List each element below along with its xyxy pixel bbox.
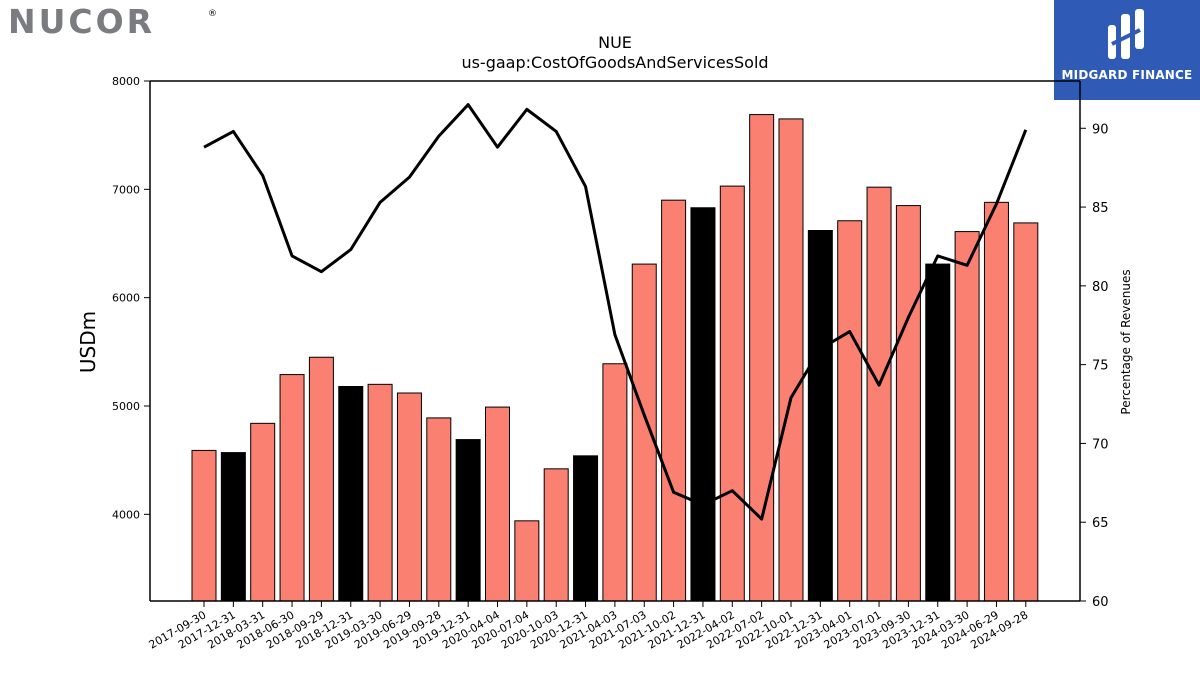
bar [573, 455, 599, 602]
nucor-logo-text: NUCOR [8, 4, 155, 38]
nucor-logo-mark: NUCOR ® [8, 2, 217, 41]
bar [455, 439, 481, 602]
midgard-finance-logo: MIDGARD FINANCE [1054, 0, 1200, 100]
y-tick-label: 6000 [112, 292, 140, 305]
midgard-emblem-icon [1108, 9, 1144, 59]
bar [807, 230, 833, 602]
bar [837, 220, 863, 602]
y2-tick-label: 65 [1092, 516, 1109, 531]
bar [367, 383, 393, 602]
y2-tick-label: 75 [1092, 359, 1109, 374]
bar-series [191, 114, 1039, 602]
bar [866, 186, 892, 602]
bar [426, 417, 452, 602]
y-tick-label: 8000 [112, 75, 140, 88]
y-tick-label: 4000 [112, 508, 140, 521]
y2-tick-label: 90 [1092, 122, 1109, 137]
y-tick-label: 7000 [112, 183, 140, 196]
y2-tick-label: 85 [1092, 201, 1109, 216]
bar [719, 185, 745, 602]
bar [778, 118, 804, 602]
nucor-logo: NUCOR ® [6, 2, 217, 41]
bar [954, 231, 980, 602]
midgard-brand-text: MIDGARD FINANCE [1061, 68, 1193, 82]
y2-tick-label: 60 [1092, 595, 1109, 610]
y-axis-label: USDm [76, 311, 100, 373]
bar [1013, 222, 1039, 602]
chart-subtitle: us-gaap:CostOfGoodsAndServicesSold [461, 53, 768, 72]
line-series [203, 103, 1028, 521]
bar [895, 205, 921, 602]
bar [396, 392, 422, 602]
bar [220, 452, 246, 602]
bar [485, 406, 510, 602]
y2-tick-label: 80 [1092, 280, 1109, 295]
bar [279, 374, 305, 602]
bar [338, 386, 364, 602]
bar [631, 263, 657, 602]
nucor-registered-mark: ® [208, 9, 216, 19]
bar [661, 199, 687, 602]
percentage-line [203, 103, 1028, 521]
y-tick-label: 5000 [112, 400, 140, 413]
bar [308, 356, 334, 602]
y2-tick-label: 70 [1092, 437, 1109, 452]
bar [925, 263, 951, 602]
bar [514, 520, 540, 602]
bar [543, 468, 569, 602]
bar [690, 207, 716, 602]
bar [602, 363, 628, 602]
chart-title: NUE [598, 33, 632, 52]
bar [191, 449, 217, 602]
bar [983, 201, 1009, 602]
bar [749, 114, 775, 602]
y2-axis-label: Percentage of Revenues [1119, 269, 1133, 414]
bar [250, 422, 276, 602]
